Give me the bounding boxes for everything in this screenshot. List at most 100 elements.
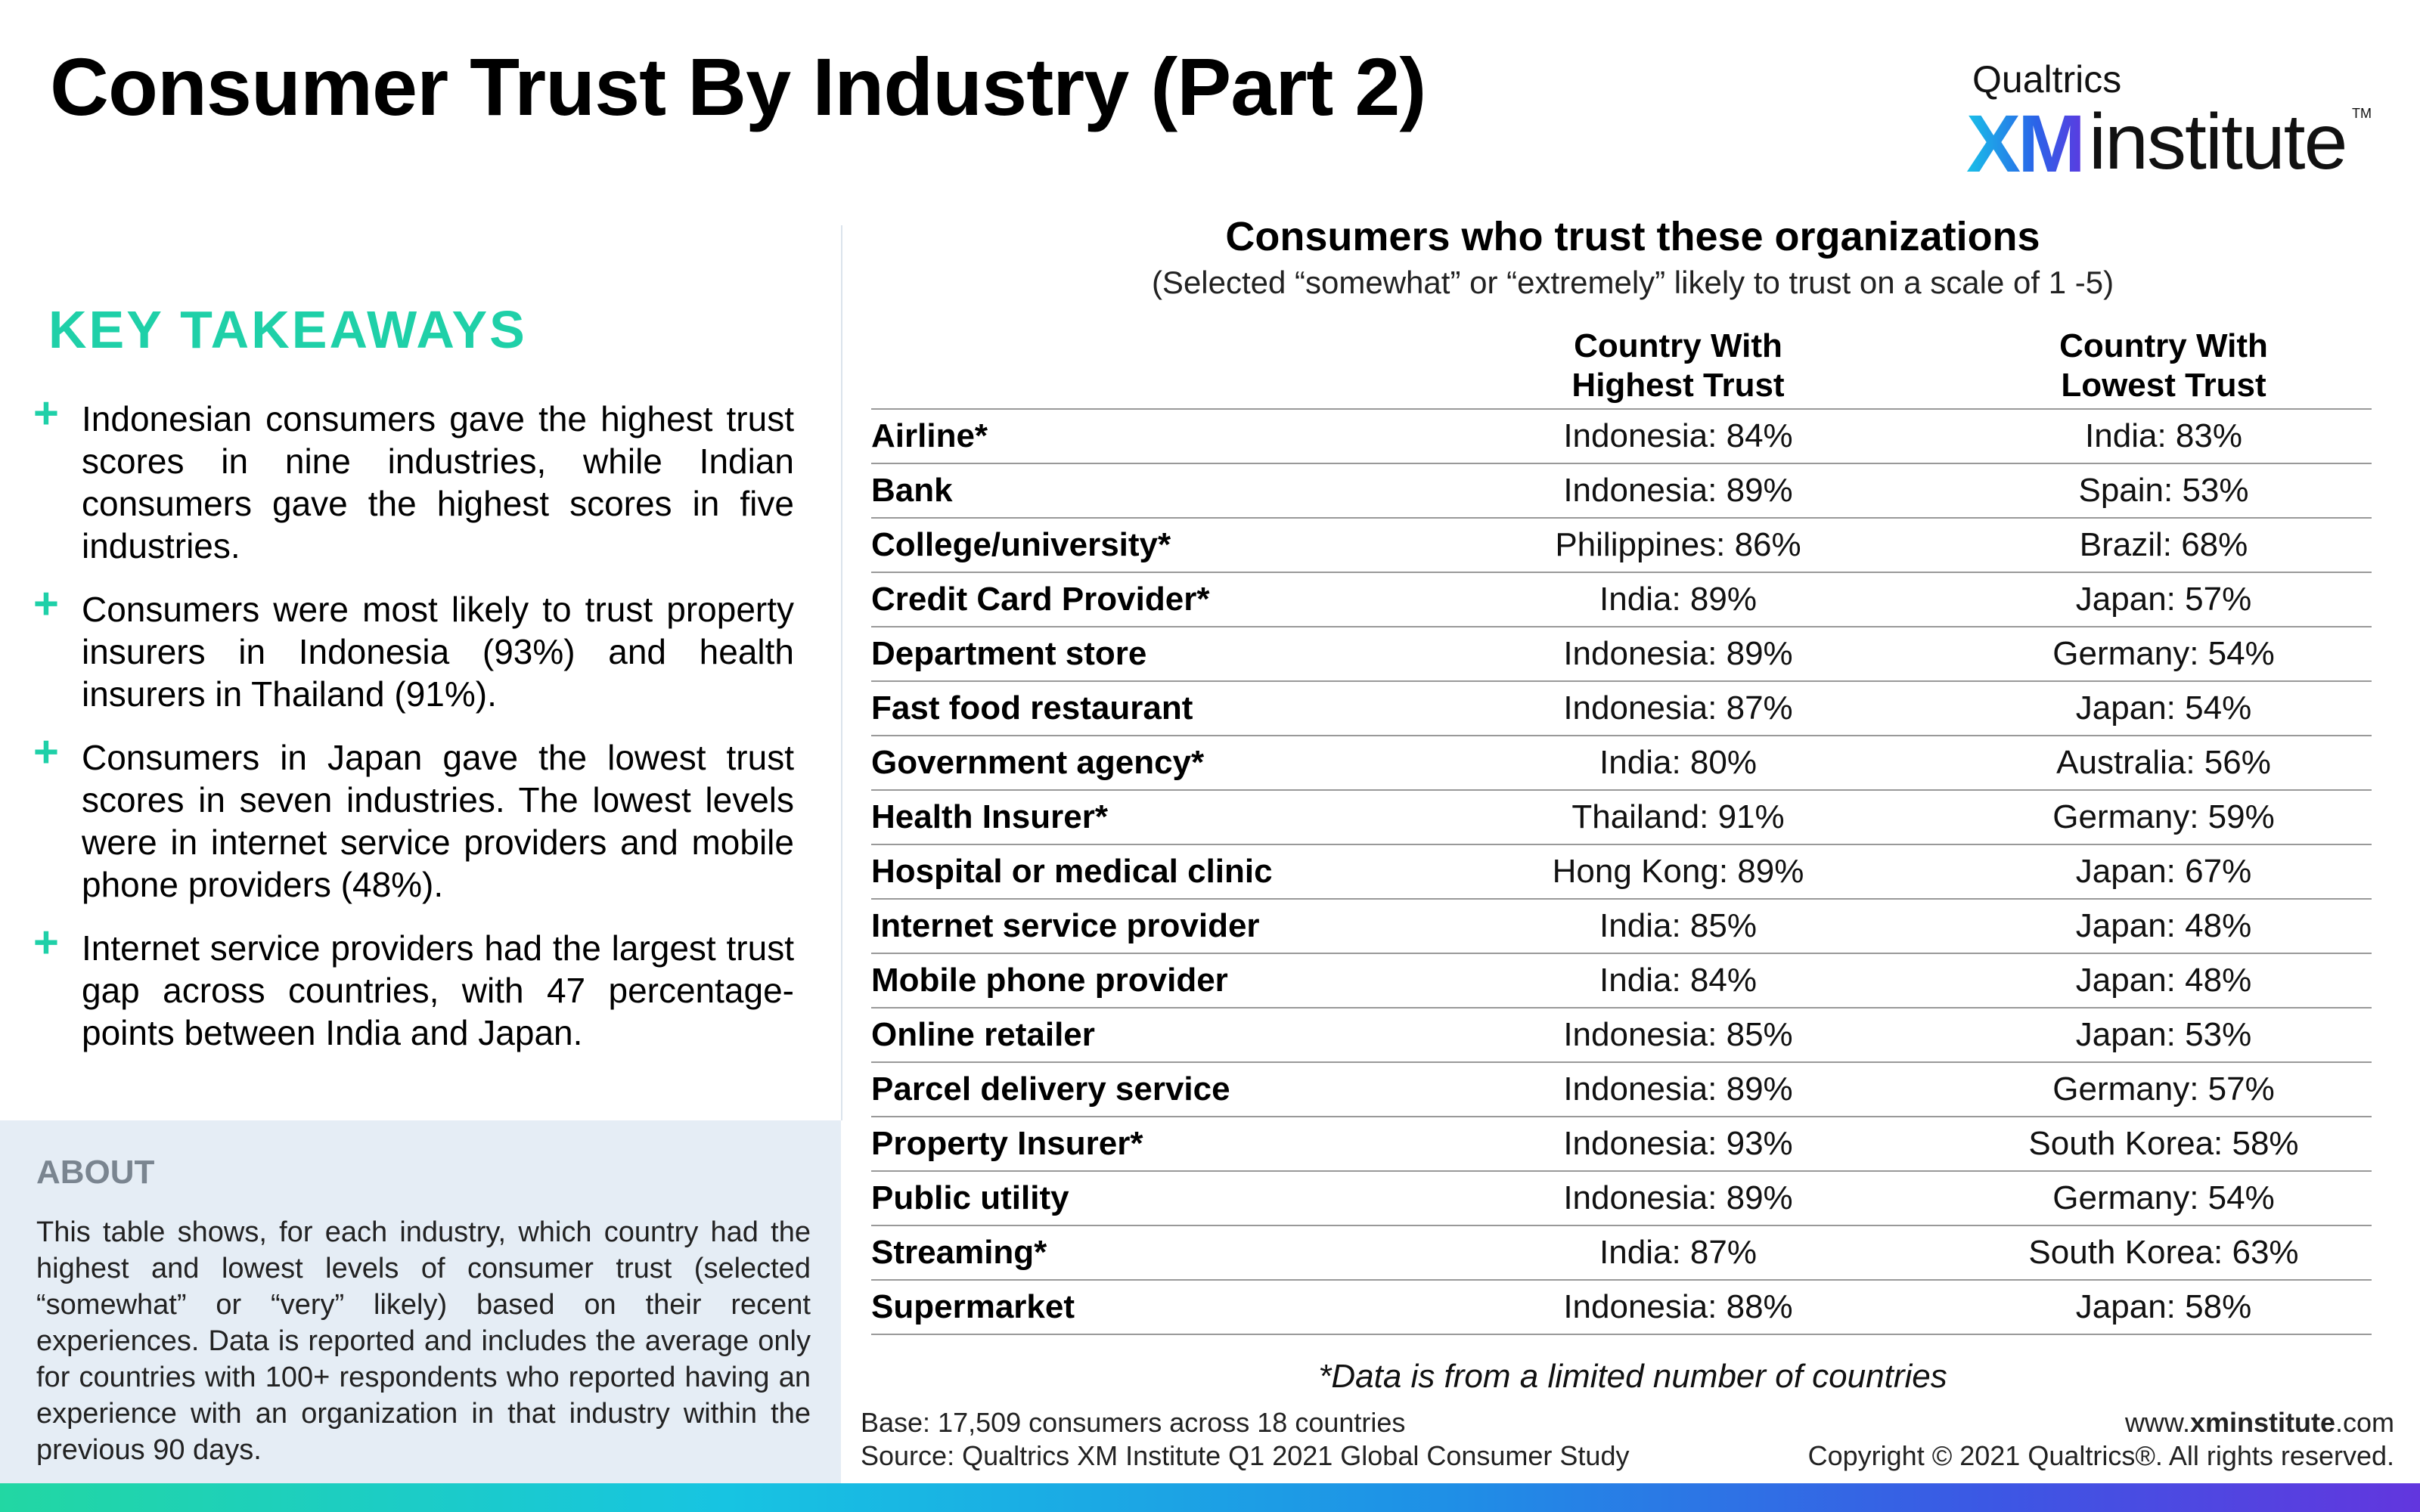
lowest-trust-cell: South Korea: 63%	[1956, 1225, 2372, 1281]
about-title: ABOUT	[36, 1154, 155, 1191]
about-text: This table shows, for each industry, whi…	[36, 1216, 811, 1466]
table-row: Department store Indonesia: 89% Germany:…	[871, 627, 2372, 682]
highest-trust-cell: Indonesia: 84%	[1401, 409, 1956, 464]
table-row: Bank Indonesia: 89% Spain: 53%	[871, 463, 2372, 519]
industry-cell: Airline*	[871, 409, 1401, 464]
table-row: Parcel delivery service Indonesia: 89% G…	[871, 1062, 2372, 1117]
takeaways-list: + Indonesian consumers gave the highest …	[33, 392, 794, 1075]
lowest-trust-cell: Japan: 53%	[1956, 1008, 2372, 1063]
table-header-row: Country With Highest Trust Country With …	[871, 327, 2372, 409]
industry-cell: Streaming*	[871, 1225, 1401, 1281]
footer-rights-block: www.xminstitute.com Copyright © 2021 Qua…	[1808, 1406, 2394, 1473]
table-row: Mobile phone provider India: 84% Japan: …	[871, 953, 2372, 1009]
industry-column-header	[871, 327, 1401, 409]
table-row: Health Insurer* Thailand: 91% Germany: 5…	[871, 790, 2372, 845]
gradient-bottom-bar	[0, 1483, 2420, 1512]
lowest-trust-cell: South Korea: 58%	[1956, 1117, 2372, 1172]
table-subtitle: (Selected “somewhat” or “extremely” like…	[1151, 265, 2114, 300]
highest-trust-cell: Indonesia: 93%	[1401, 1117, 1956, 1172]
plus-icon: +	[33, 579, 59, 628]
qualtrics-xm-institute-logo: Qualtrics XM institute TM	[1966, 57, 2372, 189]
table-row: College/university* Philippines: 86% Bra…	[871, 518, 2372, 573]
highest-trust-cell: India: 87%	[1401, 1225, 1956, 1281]
industry-cell: Credit Card Provider*	[871, 572, 1401, 627]
highest-trust-cell: Indonesia: 88%	[1401, 1280, 1956, 1335]
takeaway-text: Indonesian consumers gave the highest tr…	[82, 399, 794, 565]
industry-cell: Property Insurer*	[871, 1117, 1401, 1172]
about-panel: ABOUT This table shows, for each industr…	[0, 1120, 841, 1483]
industry-cell: Public utility	[871, 1171, 1401, 1226]
table-row: Government agency* India: 80% Australia:…	[871, 736, 2372, 791]
lowest-header-line1: Country With	[2059, 327, 2268, 364]
industry-cell: Parcel delivery service	[871, 1062, 1401, 1117]
logo-xm-text: XM	[1966, 98, 2086, 189]
industry-cell: Fast food restaurant	[871, 681, 1401, 736]
lowest-trust-cell: Japan: 67%	[1956, 844, 2372, 900]
plus-icon: +	[33, 727, 59, 776]
page-title: Consumer Trust By Industry (Part 2)	[50, 41, 1426, 132]
takeaway-item: + Consumers in Japan gave the lowest tru…	[33, 730, 794, 906]
table-row: Credit Card Provider* India: 89% Japan: …	[871, 572, 2372, 627]
highest-header-line2: Highest Trust	[1571, 367, 1785, 404]
industry-cell: Internet service provider	[871, 899, 1401, 954]
logo-qualtrics-text: Qualtrics	[1972, 58, 2122, 101]
lowest-trust-cell: Spain: 53%	[1956, 463, 2372, 519]
takeaway-item: + Indonesian consumers gave the highest …	[33, 392, 794, 567]
plus-icon: +	[33, 389, 59, 438]
copyright-text: Copyright © 2021 Qualtrics®. All rights …	[1807, 1440, 2394, 1471]
highest-trust-cell: Indonesia: 89%	[1401, 1062, 1956, 1117]
table-row: Supermarket Indonesia: 88% Japan: 58%	[871, 1280, 2372, 1335]
lowest-trust-cell: Japan: 48%	[1956, 899, 2372, 954]
highest-trust-cell: India: 80%	[1401, 736, 1956, 791]
lowest-trust-cell: India: 83%	[1956, 409, 2372, 464]
highest-trust-cell: India: 85%	[1401, 899, 1956, 954]
logo-institute-text: institute	[2089, 98, 2347, 186]
lowest-trust-cell: Japan: 58%	[1956, 1280, 2372, 1335]
industry-cell: Mobile phone provider	[871, 953, 1401, 1009]
industry-cell: Bank	[871, 463, 1401, 519]
industry-cell: Hospital or medical clinic	[871, 844, 1401, 900]
highest-trust-cell: Indonesia: 89%	[1401, 463, 1956, 519]
highest-trust-cell: Thailand: 91%	[1401, 790, 1956, 845]
lowest-trust-cell: Germany: 54%	[1956, 1171, 2372, 1226]
highest-trust-cell: India: 84%	[1401, 953, 1956, 1009]
takeaway-text: Consumers were most likely to trust prop…	[82, 590, 794, 714]
highest-trust-cell: Indonesia: 89%	[1401, 627, 1956, 682]
footer-source-block: Base: 17,509 consumers across 18 countri…	[861, 1406, 1629, 1473]
logo-tm-text: TM	[2352, 106, 2372, 121]
url-domain: xminstitute	[2189, 1407, 2335, 1438]
takeaway-item: + Internet service providers had the lar…	[33, 921, 794, 1054]
highest-trust-cell: Indonesia: 89%	[1401, 1171, 1956, 1226]
table-row: Streaming* India: 87% South Korea: 63%	[871, 1225, 2372, 1281]
url-prefix: www.	[2124, 1407, 2190, 1438]
table-row: Internet service provider India: 85% Jap…	[871, 899, 2372, 954]
column-divider	[841, 225, 842, 1120]
industry-cell: College/university*	[871, 518, 1401, 573]
table-row: Public utility Indonesia: 89% Germany: 5…	[871, 1171, 2372, 1226]
takeaway-item: + Consumers were most likely to trust pr…	[33, 582, 794, 715]
highest-trust-cell: Hong Kong: 89%	[1401, 844, 1956, 900]
highest-trust-cell: Indonesia: 85%	[1401, 1008, 1956, 1063]
table-row: Online retailer Indonesia: 85% Japan: 53…	[871, 1008, 2372, 1063]
industry-cell: Health Insurer*	[871, 790, 1401, 845]
plus-icon: +	[33, 918, 59, 967]
highest-trust-cell: Indonesia: 87%	[1401, 681, 1956, 736]
url-suffix: .com	[2335, 1407, 2394, 1438]
industry-cell: Online retailer	[871, 1008, 1401, 1063]
lowest-trust-cell: Japan: 57%	[1956, 572, 2372, 627]
lowest-trust-cell: Germany: 57%	[1956, 1062, 2372, 1117]
key-takeaways-title: KEY TAKEAWAYS	[48, 300, 527, 359]
table-row: Hospital or medical clinic Hong Kong: 89…	[871, 844, 2372, 900]
website-link[interactable]: www.xminstitute.com	[1808, 1406, 2394, 1439]
industry-cell: Supermarket	[871, 1280, 1401, 1335]
table-footnote: *Data is from a limited number of countr…	[1318, 1358, 1947, 1395]
highest-header-line1: Country With	[1574, 327, 1782, 364]
table-row: Airline* Indonesia: 84% India: 83%	[871, 409, 2372, 464]
lowest-trust-cell: Brazil: 68%	[1956, 518, 2372, 573]
lowest-trust-cell: Japan: 54%	[1956, 681, 2372, 736]
trust-table: Country With Highest Trust Country With …	[871, 327, 2372, 1335]
lowest-trust-cell: Japan: 48%	[1956, 953, 2372, 1009]
lowest-trust-cell: Australia: 56%	[1956, 736, 2372, 791]
source-note: Source: Qualtrics XM Institute Q1 2021 G…	[861, 1440, 1630, 1471]
lowest-trust-cell: Germany: 59%	[1956, 790, 2372, 845]
